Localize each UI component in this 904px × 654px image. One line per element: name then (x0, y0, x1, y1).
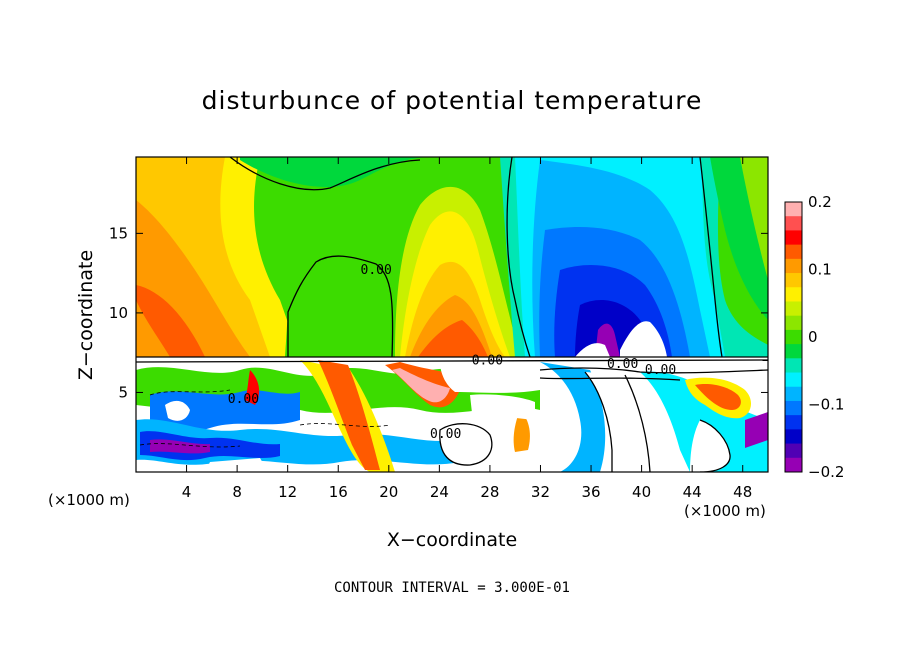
colorbar-swatch (785, 386, 802, 402)
colorbar-swatch (785, 329, 802, 345)
colorbar-swatch (785, 230, 802, 246)
colorbar-tick-label: 0 (808, 328, 818, 346)
colorbar-swatch (785, 273, 802, 288)
colorbar-ticks: 0.2 0.1 0 −0.1 −0.2 (808, 193, 844, 481)
x-unit-left: (×1000 m) (48, 491, 130, 509)
contour-interval-note: CONTOUR INTERVAL = 3.000E-01 (334, 580, 570, 596)
x-unit-right: (×1000 m) (684, 502, 766, 520)
y-tick-label: 10 (109, 304, 128, 322)
colorbar-swatch (785, 244, 802, 260)
y-axis-title: Z−coordinate (75, 250, 97, 380)
contour-label: 0.00 (472, 354, 503, 369)
x-tick-label: 16 (329, 483, 348, 501)
x-tick-label: 48 (733, 483, 752, 501)
x-tick-label: 4 (182, 483, 192, 501)
colorbar-tick-label: 0.1 (808, 261, 832, 279)
contour-labels: 0.00 0.00 0.00 0.00 0.00 0.00 (228, 263, 676, 442)
colorbar-swatch (785, 258, 802, 274)
colorbar-swatch (785, 315, 802, 331)
y-tick-label: 5 (118, 383, 128, 401)
y-axis-ticks: 5 10 15 (109, 224, 768, 401)
colorbar-swatch (785, 301, 802, 317)
x-tick-label: 20 (379, 483, 398, 501)
colorbar-swatch (785, 372, 802, 388)
colorbar (784, 201, 803, 473)
x-tick-label: 32 (531, 483, 550, 501)
colorbar-tick-label: 0.2 (808, 193, 832, 211)
colorbar-frame (784, 201, 803, 473)
x-tick-label: 8 (232, 483, 242, 501)
plot-frame (135, 156, 769, 473)
colorbar-swatch (785, 287, 802, 302)
contour-label: 0.00 (430, 427, 461, 442)
colorbar-swatch (785, 400, 802, 416)
colorbar-swatch (785, 415, 802, 430)
colorbar-swatch (785, 344, 802, 359)
x-axis-title: X−coordinate (387, 529, 517, 551)
x-tick-label: 28 (480, 483, 499, 501)
contour-label: 0.00 (607, 357, 638, 372)
x-tick-label: 44 (683, 483, 702, 501)
x-tick-label: 24 (430, 483, 449, 501)
y-tick-label: 15 (109, 224, 128, 242)
colorbar-swatch (785, 457, 802, 473)
contour-label: 0.00 (361, 263, 392, 278)
colorbar-tick-label: −0.1 (808, 396, 844, 414)
chart-title: disturbunce of potential temperature (201, 86, 703, 115)
colorbar-swatch (785, 216, 802, 231)
colorbar-swatch (785, 443, 802, 459)
colorbar-swatch (785, 202, 802, 217)
colorbar-tick-label: −0.2 (808, 463, 844, 481)
x-tick-label: 40 (632, 483, 651, 501)
heatmap-field (136, 157, 768, 472)
contour-label: 0.00 (645, 363, 676, 378)
contour-label: 0.00 (228, 392, 259, 407)
x-axis-ticks: 4 8 12 16 20 24 28 32 36 40 44 48 (182, 157, 752, 501)
colorbar-swatch (785, 429, 802, 445)
colorbar-swatch (785, 358, 802, 374)
x-tick-label: 12 (278, 483, 297, 501)
x-tick-label: 36 (581, 483, 600, 501)
